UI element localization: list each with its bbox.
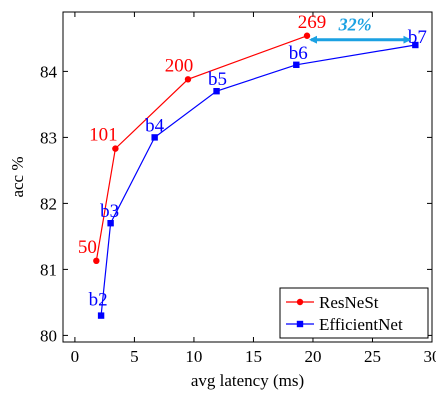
data-label-b6: b6 — [289, 43, 308, 64]
series-line-efficientnet — [101, 45, 415, 316]
x-axis-label: avg latency (ms) — [191, 371, 304, 390]
x-tick-label: 15 — [245, 347, 262, 366]
speedup-annotation: 32% — [338, 15, 372, 35]
data-label-b7: b7 — [408, 27, 427, 48]
data-label-101: 101 — [89, 125, 118, 146]
x-tick-label: 5 — [130, 347, 139, 366]
data-point-efficientnet — [98, 312, 104, 318]
legend-marker-efficientnet — [297, 321, 303, 327]
data-label-200: 200 — [165, 55, 194, 76]
legend-marker-resnest — [297, 299, 303, 305]
x-tick-label: 25 — [364, 347, 381, 366]
y-tick-label: 84 — [40, 62, 58, 81]
x-tick-label: 10 — [185, 347, 202, 366]
data-label-b2: b2 — [89, 290, 108, 311]
data-label-50: 50 — [78, 237, 97, 258]
data-point-resnest — [112, 145, 118, 151]
y-axis-label: acc % — [8, 156, 27, 197]
data-point-resnest — [93, 258, 99, 264]
y-tick-label: 81 — [40, 260, 57, 279]
data-label-b3: b3 — [100, 201, 119, 222]
x-tick-label: 0 — [71, 347, 80, 366]
data-label-b5: b5 — [208, 69, 227, 90]
legend-label-resnest: ResNeSt — [319, 293, 379, 312]
data-point-resnest — [185, 76, 191, 82]
y-tick-label: 82 — [40, 194, 57, 213]
y-tick-label: 83 — [40, 128, 57, 147]
x-tick-label: 30 — [424, 347, 436, 366]
legend-label-efficientnet: EfficientNet — [319, 315, 403, 334]
data-label-b4: b4 — [145, 115, 165, 136]
data-point-resnest — [304, 33, 310, 39]
data-label-269: 269 — [298, 12, 327, 33]
series-line-resnest — [96, 36, 307, 261]
y-tick-label: 80 — [40, 326, 57, 345]
x-tick-label: 20 — [304, 347, 321, 366]
